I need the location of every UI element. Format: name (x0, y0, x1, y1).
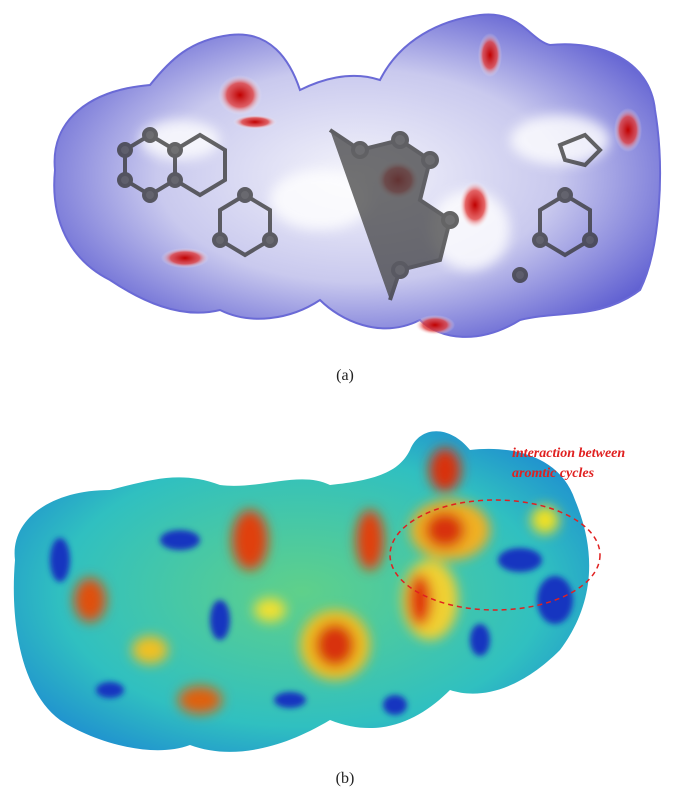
surface-a-shape-shape (169, 174, 181, 186)
surface-a-shape-shape (443, 213, 457, 227)
surface-b-shape-shape-shape (232, 510, 268, 570)
surface-a-shape (614, 108, 642, 152)
surface-b-shape-shape-shape (160, 530, 200, 550)
surface-a-shape (478, 33, 502, 77)
surface-a-shape (459, 181, 491, 229)
panel-label: (a) (336, 367, 354, 384)
surface-a-shape-shape (169, 144, 181, 156)
surface-a-shape-shape (584, 234, 596, 246)
surface-a-shape-shape (239, 189, 251, 201)
surface-b-shape-shape-shape (356, 510, 384, 570)
surface-a-shape-shape (119, 144, 131, 156)
surface-b-shape-shape-shape (50, 538, 70, 582)
surface-b-shape-shape-shape (383, 695, 407, 715)
annotation: aromtic cycles (512, 466, 595, 481)
annotation: interaction between (512, 446, 625, 461)
surface-a-shape-shape (214, 234, 226, 246)
surface-a-shape-shape (353, 143, 367, 157)
surface-b-shape-shape-shape (498, 548, 542, 572)
surface-a-shape-shape (534, 234, 546, 246)
surface-a (54, 14, 660, 336)
surface-a-shape-shape (393, 263, 407, 277)
surface-a-shape (415, 315, 455, 335)
panel-label: (b) (336, 770, 355, 787)
surface-b-shape-shape-shape (315, 623, 355, 667)
surface-a-shape-shape (423, 153, 437, 167)
surface-a-shape (233, 115, 277, 129)
surface-b-shape-shape-shape (210, 600, 230, 640)
surface-a-shape-shape (393, 133, 407, 147)
surface-b-shape-shape-shape (470, 624, 490, 656)
surface-b-shape-shape-shape (74, 578, 106, 622)
surface-a-shape (161, 248, 209, 268)
surface-b-shape-shape-shape (429, 448, 461, 492)
surface-b-shape-shape-shape (254, 598, 286, 622)
surface-a-shape-shape (264, 234, 276, 246)
surface-b-shape-shape-shape (132, 636, 168, 664)
surface-a-shape-shape (514, 269, 526, 281)
surface-b-shape-shape-shape (178, 686, 222, 714)
surface-a-shape-shape (119, 174, 131, 186)
surface-a-shape-shape (144, 189, 156, 201)
surface-b-shape-shape-shape (425, 512, 465, 548)
surface-b-shape-shape-shape (531, 506, 559, 534)
surface-a-shape-shape (559, 189, 571, 201)
surface-b-shape-shape-shape (274, 692, 306, 708)
surface-a-shape (218, 75, 262, 115)
figure: (a) (0, 0, 690, 795)
surface-b-shape-shape-shape (408, 574, 432, 626)
surface-a-shape-shape (144, 129, 156, 141)
surface-b-shape-shape-shape (96, 682, 124, 698)
